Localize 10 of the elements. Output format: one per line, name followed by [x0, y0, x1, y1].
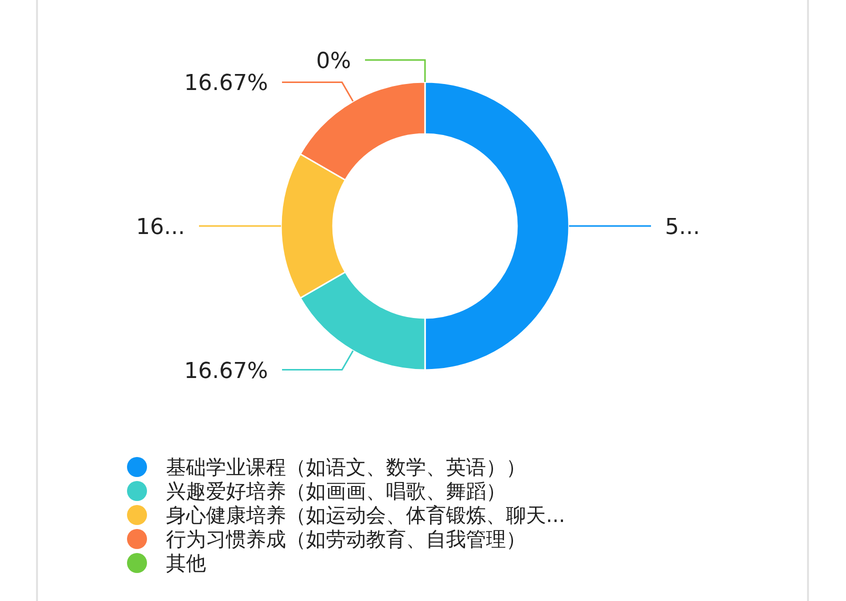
data-label: 5...	[665, 214, 700, 240]
legend-label: 兴趣爱好培养（如画画、唱歌、舞蹈）	[166, 479, 506, 503]
legend-label: 基础学业课程（如语文、数学、英语））	[166, 455, 526, 479]
legend-label: 其他	[166, 551, 206, 575]
text: 0%	[316, 49, 351, 74]
legend-label: 行为习惯养成（如劳动教育、自我管理）	[166, 527, 526, 551]
data-label: 16.67%	[184, 358, 268, 384]
data-label: 16.67%	[184, 71, 268, 96]
data-label: 16...	[136, 215, 185, 240]
legend-label: 身心健康培养（如运动会、体育锻炼、聊天...	[166, 503, 566, 527]
